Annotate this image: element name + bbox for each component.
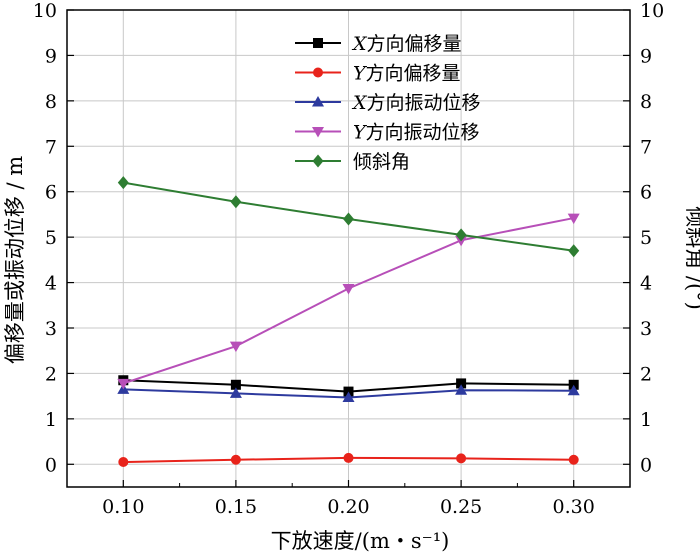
- data-point: [342, 391, 355, 403]
- data-point: [343, 452, 354, 463]
- y-tick-label-right: 9: [640, 45, 652, 67]
- y-axis-title-right: 倾斜角 /(°): [683, 206, 700, 310]
- y-tick-label-right: 7: [640, 136, 652, 158]
- data-point: [343, 212, 354, 226]
- y-tick-label-left: 3: [45, 318, 57, 340]
- y-tick-label-left: 9: [45, 45, 57, 67]
- legend-marker: [313, 38, 323, 48]
- series-4: [117, 176, 580, 258]
- series-2: [117, 383, 580, 403]
- legend-marker: [312, 154, 324, 168]
- data-point: [229, 387, 242, 398]
- y-tick-label-left: 4: [45, 273, 57, 295]
- x-axis-title: 下放速度/(m・s⁻¹): [271, 529, 450, 553]
- y-axis-title-left: 偏移量或振动位移 / m: [3, 156, 27, 364]
- data-point: [118, 457, 129, 468]
- legend-entry: X方向偏移量: [295, 33, 462, 55]
- axis-ticks: 0.10 0.15 0.20 0.25 0.30 0 0 1 1 2 2 3 3 4 4 5 5 6 6 7 7 8 8 9 9…: [33, 0, 664, 518]
- data-point: [456, 453, 467, 464]
- legend-label: Y方向振动位移: [353, 122, 480, 144]
- data-point: [567, 384, 580, 396]
- data-point: [342, 283, 355, 295]
- legend-marker: [313, 67, 323, 78]
- grid-lines: [67, 9, 630, 487]
- data-point: [117, 378, 130, 390]
- legend-text: 方向偏移量: [367, 33, 462, 55]
- legend-entry: Y方向偏移量: [295, 63, 461, 85]
- data-point: [229, 341, 242, 353]
- y-tick-label-right: 5: [640, 227, 652, 249]
- y-tick-label-left: 10: [33, 0, 57, 22]
- x-tick-label: 0.25: [440, 496, 482, 518]
- y-tick-label-right: 8: [640, 91, 652, 113]
- y-tick-label-left: 7: [45, 136, 57, 158]
- y-tick-label-right: 6: [640, 182, 652, 204]
- y-tick-label-left: 8: [45, 91, 57, 113]
- y-tick-label-right: 2: [640, 363, 652, 385]
- y-tick-label-left: 1: [45, 409, 57, 431]
- series-3: [117, 213, 580, 390]
- data-point: [230, 379, 241, 390]
- legend-entry: X方向振动位移: [295, 92, 481, 114]
- y-tick-label-left: 5: [45, 227, 57, 249]
- series-layer: [117, 176, 580, 468]
- legend-text: 方向偏移量: [366, 63, 461, 85]
- legend-text: 倾斜角: [353, 151, 410, 173]
- legend-label: X方向振动位移: [351, 92, 481, 114]
- data-point: [456, 378, 467, 389]
- legend-text: 方向振动位移: [367, 92, 481, 114]
- data-point: [117, 176, 129, 190]
- data-point: [455, 228, 467, 242]
- legend-axis-letter: X: [351, 92, 368, 114]
- data-point: [230, 454, 241, 465]
- y-tick-label-right: 10: [640, 0, 664, 22]
- y-tick-label-left: 6: [45, 182, 57, 204]
- legend-entry: 倾斜角: [295, 151, 410, 173]
- x-tick-label: 0.10: [102, 496, 144, 518]
- y-tick-label-right: 1: [640, 409, 652, 431]
- data-point: [568, 454, 579, 465]
- legend-text: 方向振动位移: [366, 122, 480, 144]
- x-tick-label: 0.20: [327, 496, 369, 518]
- legend-marker: [312, 96, 324, 107]
- legend-label: X方向偏移量: [351, 33, 462, 55]
- legend-axis-letter: Y: [353, 122, 368, 144]
- legend-marker: [312, 127, 324, 138]
- y-tick-label-right: 3: [640, 318, 652, 340]
- data-point: [568, 244, 580, 258]
- y-tick-label-left: 0: [45, 454, 57, 476]
- data-point: [455, 384, 468, 395]
- y-tick-label-right: 4: [640, 273, 652, 295]
- legend-axis-letter: X: [351, 33, 368, 55]
- x-tick-label: 0.30: [553, 496, 595, 518]
- data-point: [230, 195, 242, 209]
- y-tick-label-right: 0: [640, 454, 652, 476]
- legend-label: Y方向偏移量: [353, 63, 461, 85]
- legend-entry: Y方向振动位移: [295, 122, 480, 144]
- data-point: [567, 213, 580, 225]
- y-tick-label-left: 2: [45, 363, 57, 385]
- x-tick-label: 0.15: [215, 496, 257, 518]
- legend-axis-letter: Y: [353, 63, 368, 85]
- legend-label: 倾斜角: [353, 151, 410, 173]
- series-1: [118, 452, 579, 468]
